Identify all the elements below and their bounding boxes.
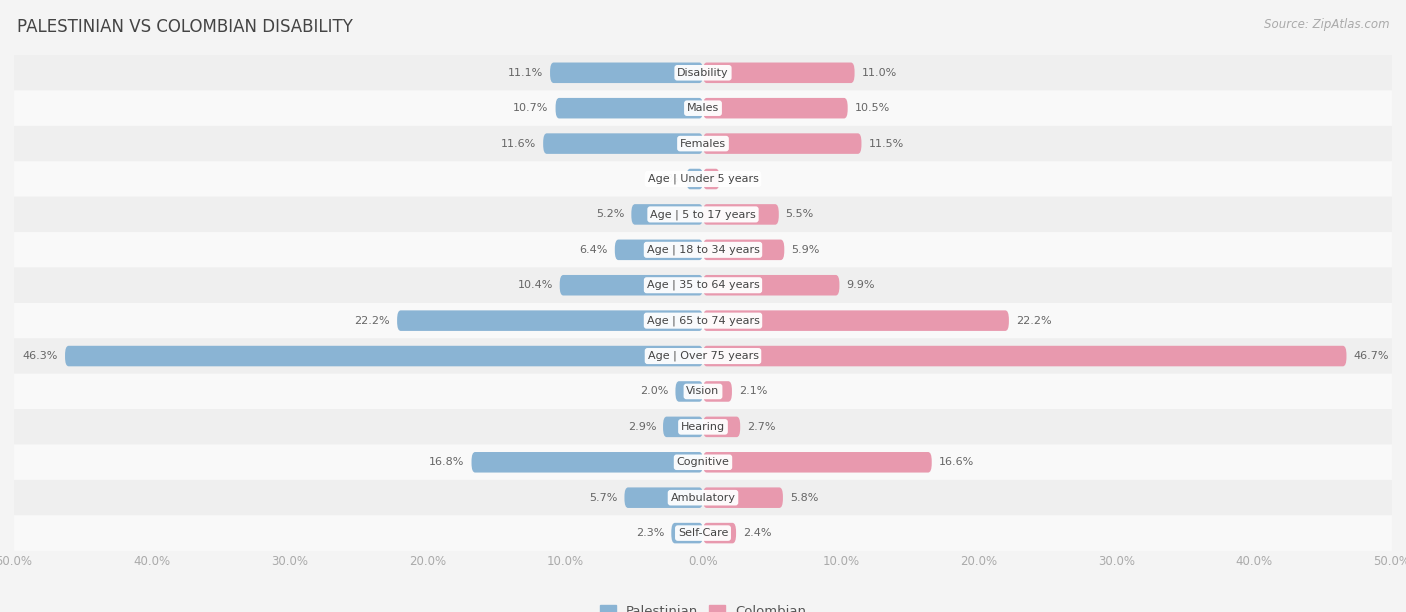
- Text: Age | 5 to 17 years: Age | 5 to 17 years: [650, 209, 756, 220]
- FancyBboxPatch shape: [664, 417, 703, 437]
- Text: 2.1%: 2.1%: [738, 386, 768, 397]
- FancyBboxPatch shape: [471, 452, 703, 472]
- FancyBboxPatch shape: [631, 204, 703, 225]
- Text: 9.9%: 9.9%: [846, 280, 875, 290]
- Text: 5.9%: 5.9%: [792, 245, 820, 255]
- Legend: Palestinian, Colombian: Palestinian, Colombian: [595, 600, 811, 612]
- FancyBboxPatch shape: [14, 374, 1392, 409]
- FancyBboxPatch shape: [703, 169, 720, 189]
- FancyBboxPatch shape: [396, 310, 703, 331]
- FancyBboxPatch shape: [703, 62, 855, 83]
- FancyBboxPatch shape: [14, 196, 1392, 232]
- Text: 16.6%: 16.6%: [939, 457, 974, 468]
- Text: 5.5%: 5.5%: [786, 209, 814, 220]
- FancyBboxPatch shape: [703, 98, 848, 119]
- FancyBboxPatch shape: [614, 239, 703, 260]
- FancyBboxPatch shape: [14, 444, 1392, 480]
- FancyBboxPatch shape: [703, 310, 1010, 331]
- FancyBboxPatch shape: [703, 239, 785, 260]
- Text: Age | 18 to 34 years: Age | 18 to 34 years: [647, 245, 759, 255]
- Text: Age | 35 to 64 years: Age | 35 to 64 years: [647, 280, 759, 291]
- FancyBboxPatch shape: [14, 267, 1392, 303]
- FancyBboxPatch shape: [671, 523, 703, 543]
- Text: 2.9%: 2.9%: [627, 422, 657, 432]
- FancyBboxPatch shape: [703, 452, 932, 472]
- Text: 11.5%: 11.5%: [869, 138, 904, 149]
- Text: Vision: Vision: [686, 386, 720, 397]
- FancyBboxPatch shape: [14, 55, 1392, 91]
- Text: 1.2%: 1.2%: [727, 174, 755, 184]
- Text: Age | 65 to 74 years: Age | 65 to 74 years: [647, 315, 759, 326]
- Text: 6.4%: 6.4%: [579, 245, 607, 255]
- Text: 46.7%: 46.7%: [1354, 351, 1389, 361]
- Text: 11.6%: 11.6%: [501, 138, 536, 149]
- FancyBboxPatch shape: [14, 409, 1392, 444]
- Text: 5.2%: 5.2%: [596, 209, 624, 220]
- FancyBboxPatch shape: [14, 338, 1392, 374]
- Text: Disability: Disability: [678, 68, 728, 78]
- Text: 2.0%: 2.0%: [640, 386, 669, 397]
- Text: 5.8%: 5.8%: [790, 493, 818, 502]
- Text: Age | Under 5 years: Age | Under 5 years: [648, 174, 758, 184]
- Text: 10.5%: 10.5%: [855, 103, 890, 113]
- FancyBboxPatch shape: [550, 62, 703, 83]
- FancyBboxPatch shape: [703, 523, 737, 543]
- Text: Self-Care: Self-Care: [678, 528, 728, 538]
- Text: Source: ZipAtlas.com: Source: ZipAtlas.com: [1264, 18, 1389, 31]
- FancyBboxPatch shape: [14, 162, 1392, 196]
- FancyBboxPatch shape: [555, 98, 703, 119]
- Text: 5.7%: 5.7%: [589, 493, 617, 502]
- Text: 11.0%: 11.0%: [862, 68, 897, 78]
- FancyBboxPatch shape: [14, 91, 1392, 126]
- Text: PALESTINIAN VS COLOMBIAN DISABILITY: PALESTINIAN VS COLOMBIAN DISABILITY: [17, 18, 353, 36]
- Text: 2.3%: 2.3%: [636, 528, 665, 538]
- Text: 11.1%: 11.1%: [508, 68, 543, 78]
- FancyBboxPatch shape: [14, 232, 1392, 267]
- FancyBboxPatch shape: [14, 303, 1392, 338]
- FancyBboxPatch shape: [703, 204, 779, 225]
- FancyBboxPatch shape: [65, 346, 703, 367]
- FancyBboxPatch shape: [703, 275, 839, 296]
- Text: Males: Males: [688, 103, 718, 113]
- FancyBboxPatch shape: [686, 169, 703, 189]
- Text: Hearing: Hearing: [681, 422, 725, 432]
- Text: 1.2%: 1.2%: [651, 174, 679, 184]
- Text: 46.3%: 46.3%: [22, 351, 58, 361]
- FancyBboxPatch shape: [703, 381, 733, 401]
- FancyBboxPatch shape: [14, 126, 1392, 162]
- Text: 16.8%: 16.8%: [429, 457, 464, 468]
- FancyBboxPatch shape: [703, 346, 1347, 367]
- FancyBboxPatch shape: [703, 487, 783, 508]
- FancyBboxPatch shape: [14, 515, 1392, 551]
- FancyBboxPatch shape: [14, 480, 1392, 515]
- FancyBboxPatch shape: [703, 133, 862, 154]
- FancyBboxPatch shape: [560, 275, 703, 296]
- Text: Females: Females: [681, 138, 725, 149]
- Text: 10.4%: 10.4%: [517, 280, 553, 290]
- Text: Cognitive: Cognitive: [676, 457, 730, 468]
- Text: Ambulatory: Ambulatory: [671, 493, 735, 502]
- FancyBboxPatch shape: [703, 417, 740, 437]
- FancyBboxPatch shape: [543, 133, 703, 154]
- Text: 10.7%: 10.7%: [513, 103, 548, 113]
- FancyBboxPatch shape: [675, 381, 703, 401]
- FancyBboxPatch shape: [624, 487, 703, 508]
- Text: 22.2%: 22.2%: [1015, 316, 1052, 326]
- Text: 2.4%: 2.4%: [742, 528, 772, 538]
- Text: Age | Over 75 years: Age | Over 75 years: [648, 351, 758, 361]
- Text: 22.2%: 22.2%: [354, 316, 391, 326]
- Text: 2.7%: 2.7%: [747, 422, 776, 432]
